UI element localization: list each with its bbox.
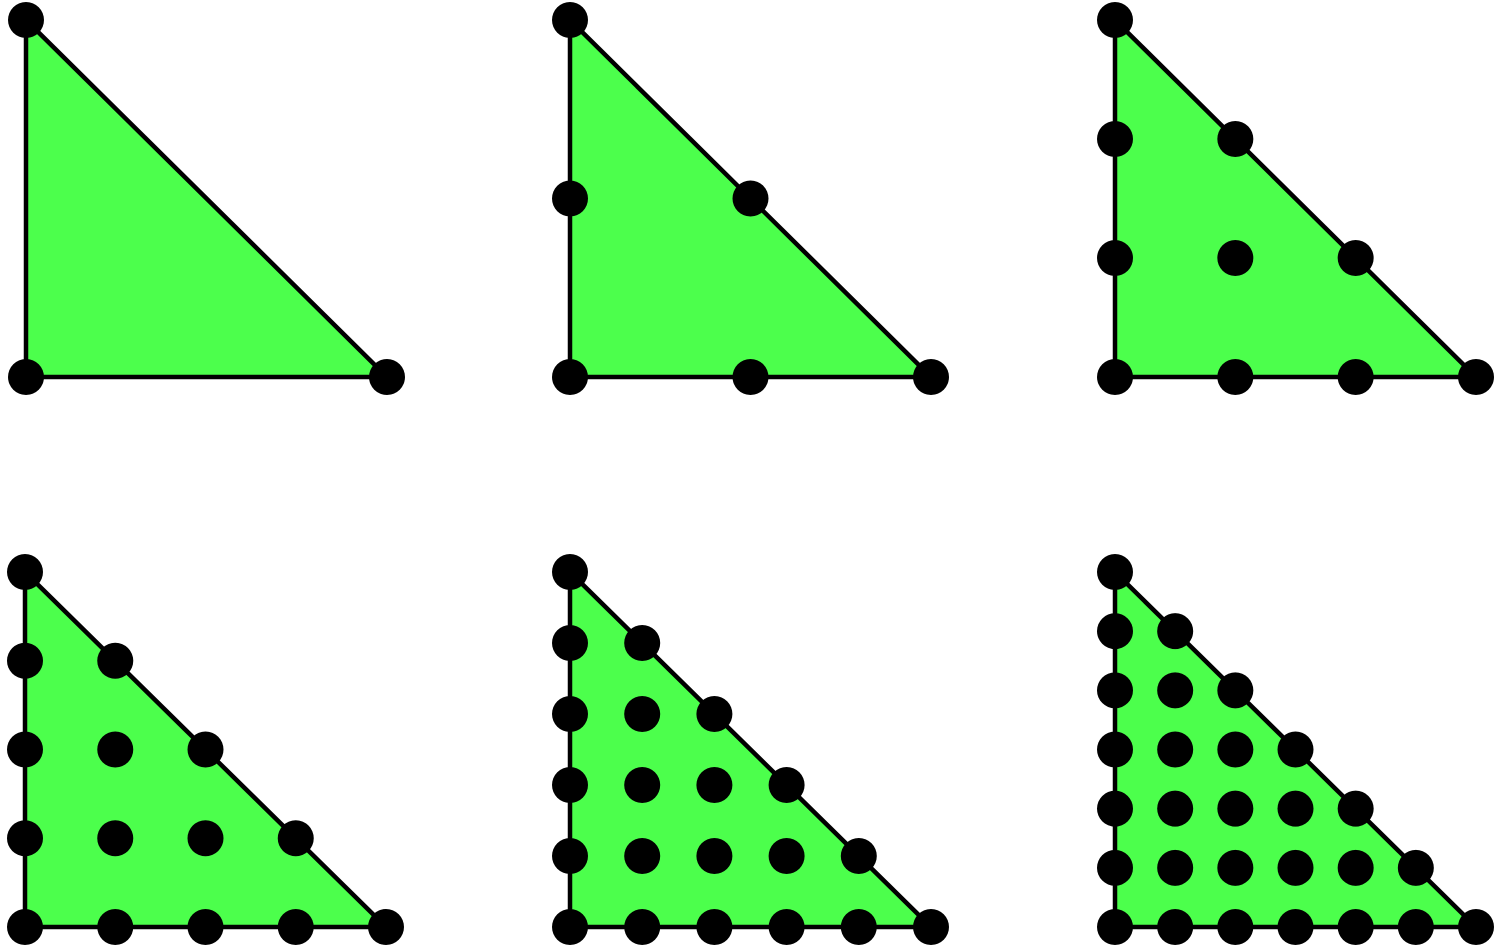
interior-node xyxy=(624,838,661,874)
edge-node xyxy=(277,820,314,857)
edge-node xyxy=(552,625,588,661)
edge-node xyxy=(1097,790,1133,827)
vertex-node xyxy=(368,909,404,945)
edge-node xyxy=(732,180,769,217)
vertex-node xyxy=(1097,909,1133,945)
triangle-panel-degree-1 xyxy=(8,2,405,395)
edge-node xyxy=(1337,240,1374,276)
vertex-node xyxy=(7,909,43,945)
interior-node xyxy=(696,767,733,803)
triangle-panel-degree-2 xyxy=(552,2,949,395)
interior-node xyxy=(696,838,733,874)
edge-node xyxy=(1097,672,1133,709)
edge-node xyxy=(7,820,43,857)
edge-node xyxy=(624,909,661,945)
interior-node xyxy=(768,838,805,874)
interior-node xyxy=(1277,849,1314,886)
edge-node xyxy=(187,909,224,945)
triangle-panel-degree-4 xyxy=(7,554,404,945)
vertex-node xyxy=(1097,359,1133,395)
interior-node xyxy=(97,731,134,768)
vertex-node xyxy=(552,554,588,590)
vertex-node xyxy=(8,2,44,38)
triangle-panel-degree-6 xyxy=(1097,554,1494,945)
edge-node xyxy=(768,909,805,945)
triangle-panel-degree-5 xyxy=(552,554,949,945)
edge-node xyxy=(1097,731,1133,768)
interior-node xyxy=(1217,849,1254,886)
vertex-node xyxy=(7,554,43,590)
edge-node xyxy=(1157,613,1194,650)
triangle-element xyxy=(567,569,934,930)
edge-node xyxy=(1397,909,1434,945)
interior-node xyxy=(1157,672,1194,709)
edge-node xyxy=(1097,240,1133,276)
edge-node xyxy=(1277,909,1314,945)
edge-node xyxy=(1277,731,1314,768)
edge-node xyxy=(1097,613,1133,650)
edge-node xyxy=(187,731,224,768)
vertex-node xyxy=(1458,359,1494,395)
vertex-node xyxy=(1097,554,1133,590)
edge-node xyxy=(97,909,134,945)
interior-node xyxy=(624,767,661,803)
vertex-node xyxy=(1458,909,1494,945)
edge-node xyxy=(696,909,733,945)
edge-node xyxy=(552,696,588,732)
vertex-node xyxy=(913,909,949,945)
edge-node xyxy=(768,767,805,803)
triangle-panel-degree-3 xyxy=(1097,2,1494,395)
edge-node xyxy=(552,838,588,874)
edge-node xyxy=(624,625,661,661)
edge-node xyxy=(840,909,877,945)
edge-node xyxy=(1217,909,1254,945)
edge-node xyxy=(1097,849,1133,886)
interior-node xyxy=(97,820,134,857)
edge-node xyxy=(732,359,769,395)
edge-node xyxy=(1097,121,1133,157)
edge-node xyxy=(1337,790,1374,827)
edge-node xyxy=(1217,672,1254,709)
vertex-node xyxy=(552,2,588,38)
interior-node xyxy=(1217,240,1254,276)
edge-node xyxy=(552,767,588,803)
edge-node xyxy=(840,838,877,874)
triangle-element xyxy=(23,17,390,380)
triangle-element xyxy=(1112,17,1479,380)
interior-node xyxy=(1157,790,1194,827)
edge-node xyxy=(1217,359,1254,395)
edge-node xyxy=(1337,359,1374,395)
interior-node xyxy=(624,696,661,732)
edge-node xyxy=(1157,909,1194,945)
interior-node xyxy=(1217,790,1254,827)
vertex-node xyxy=(913,359,949,395)
edge-node xyxy=(7,642,43,679)
interior-node xyxy=(1157,731,1194,768)
edge-node xyxy=(97,642,134,679)
interior-node xyxy=(187,820,224,857)
vertex-node xyxy=(552,359,588,395)
interior-node xyxy=(1157,849,1194,886)
edge-node xyxy=(1217,121,1254,157)
edge-node xyxy=(277,909,314,945)
interior-node xyxy=(1277,790,1314,827)
vertex-node xyxy=(552,909,588,945)
vertex-node xyxy=(8,359,44,395)
vertex-node xyxy=(1097,2,1133,38)
edge-node xyxy=(552,180,588,217)
edge-node xyxy=(1397,849,1434,886)
edge-node xyxy=(1337,909,1374,945)
vertex-node xyxy=(369,359,405,395)
edge-node xyxy=(7,731,43,768)
interior-node xyxy=(1217,731,1254,768)
interior-node xyxy=(1337,849,1374,886)
edge-node xyxy=(696,696,733,732)
